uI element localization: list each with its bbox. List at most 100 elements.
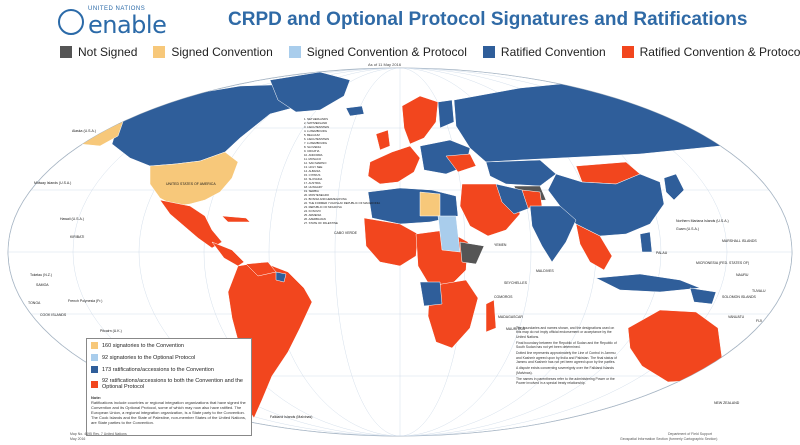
summary-text: 173 ratifications/accessions to the Conv… [102, 366, 214, 373]
summary-text: 92 signatories to the Optional Protocol [102, 354, 196, 361]
note-paragraph: The names in parentheses refer to the ad… [516, 376, 615, 386]
europe-list-item: 2. SWITZERLAND [304, 121, 327, 125]
legend-swatch [621, 46, 634, 58]
europe-list-item: 13. HOLY SEE [304, 165, 323, 169]
label-solomon: SOLOMON ISLANDS [722, 295, 757, 299]
legend-label: Not Signed [78, 45, 138, 59]
logo-enable-text: enable [88, 11, 167, 39]
footer-department: Department of Field Support [668, 432, 712, 436]
un-emblem-icon [58, 9, 84, 35]
summary-swatch [91, 366, 98, 373]
legend-item-ratified-convention-protocol: Ratified Convention & Protocol [621, 45, 800, 59]
europe-list-item: 18. HUNGARY [304, 185, 323, 189]
region-finland [437, 99, 455, 129]
europe-list-item: 5. BELGIUM [304, 133, 320, 137]
footer-section: Geospatial Information Section (formerly… [620, 437, 718, 441]
europe-list-item: 1. NETHERLANDS [304, 117, 328, 121]
region-sudan [437, 215, 461, 253]
logo-un-text: UNITED NATIONS [88, 6, 146, 12]
summary-text: 160 signatories to the Convention [102, 342, 184, 349]
europe-list-item: 15. CYPRUS [304, 173, 320, 177]
label-falkland: Falkland Islands (Malvinas) [270, 415, 312, 419]
europe-list-item: 22. THE FORMER YUGOSLAV REPUBLIC OF MACE… [304, 201, 380, 205]
region-madagascar [485, 299, 497, 333]
region-korea-japan [663, 173, 685, 201]
europe-list-item: 11. MONACO [304, 157, 322, 161]
label-alaska: Alaska (U.S.A.) [72, 129, 96, 133]
summary-row: 160 signatories to the Convention [91, 342, 247, 349]
legend-swatch [288, 46, 301, 58]
region-india [529, 205, 577, 263]
europe-list-item: 16. SLOVAKIA [304, 177, 322, 181]
region-philippines [639, 231, 653, 253]
region-ukraine [445, 153, 477, 173]
europe-list-item: 17. AUSTRIA [304, 181, 321, 185]
region-angola [419, 281, 443, 307]
footer-map-number: Map No. 4495 Rev. 7 United Nations [70, 432, 127, 436]
region-iran [495, 183, 531, 215]
summary-row: 173 ratifications/accessions to the Conv… [91, 366, 247, 373]
europe-list-item: 21. BOSNIA AND HERZEGOVINA [304, 197, 347, 201]
region-central-america [211, 241, 245, 267]
region-west-africa [363, 217, 419, 267]
summary-note-title: Note: [91, 395, 102, 400]
label-comoros: COMOROS [494, 295, 513, 299]
label-nz: NEW ZEALAND [714, 401, 740, 405]
as-of-date: As of 11 May 2016 [368, 62, 402, 67]
label-kiribati: KIRIBATI [70, 235, 84, 239]
label-cape-verde: CABO VERDE [334, 231, 358, 235]
summary-box: 160 signatories to the Convention 92 sig… [86, 338, 252, 436]
label-french-polynesia: French Polynesia (Fr.) [68, 299, 102, 303]
label-guam: Guam (U.S.A.) [676, 227, 699, 231]
europe-list-item: 25. ARMENIA [304, 213, 321, 217]
region-libya [419, 191, 441, 217]
region-greenland [269, 71, 351, 113]
map-notes: The boundaries and names shown, and the … [516, 326, 618, 386]
label-tonga: TONGA [28, 301, 41, 305]
europe-list-item: 24. KOSOVO [304, 209, 322, 213]
region-papua [689, 287, 717, 305]
label-tokelau: Tokelau (N.Z.) [30, 273, 52, 277]
legend-swatch [60, 46, 72, 58]
legend-item-signed-convention: Signed Convention [153, 45, 273, 59]
label-samoa: SAMOA [36, 283, 49, 287]
label-madagascar: MADAGASCAR [498, 315, 523, 319]
label-nauru: NAURU [736, 273, 749, 277]
legend-item-signed-convention-protocol: Signed Convention & Protocol [288, 45, 467, 59]
label-mariana: Northern Mariana Islands (U.S.A.) [676, 219, 729, 223]
legend: Not Signed Signed Convention Signed Conv… [60, 44, 800, 60]
region-uk [375, 129, 391, 151]
europe-list-item: 7. LUXEMBOURG [304, 141, 327, 145]
header: UNITED NATIONS enable CRPD and Optional … [0, 0, 800, 42]
region-scandinavia [401, 95, 439, 145]
label-vanuatu: VANUATU [728, 315, 745, 319]
europe-list-item: 10. ANDORRA [304, 153, 323, 157]
legend-item-not-signed: Not Signed [60, 45, 137, 59]
summary-row: 92 signatories to the Optional Protocol [91, 354, 247, 361]
note-paragraph: Dotted line represents approximately the… [516, 351, 617, 365]
europe-list-item: 20. MONTENEGRO [304, 193, 330, 197]
label-usa: UNITED STATES OF AMERICA [166, 182, 216, 186]
label-palau: PALAU [656, 251, 668, 255]
region-guyana [275, 271, 287, 283]
summary-swatch [91, 354, 98, 361]
europe-list-item: 23. REPUBLIC OF MOLDOVA [304, 205, 342, 209]
summary-row: 92 ratifications/accessions to both the … [91, 378, 247, 390]
region-southeast-asia [575, 223, 613, 271]
note-paragraph: The boundaries and names shown, and the … [516, 326, 615, 339]
legend-swatch [482, 46, 495, 58]
legend-item-ratified-convention: Ratified Convention [482, 45, 606, 59]
europe-list-item: 12. SAN MARINO [304, 161, 327, 165]
region-horn-africa [459, 241, 485, 265]
europe-list-item: 6. LIECHTENSTEIN [304, 137, 329, 141]
map-title: CRPD and Optional Protocol Signatures an… [228, 9, 748, 30]
label-maldives: MALDIVES [536, 269, 554, 273]
legend-label: Ratified Convention [500, 45, 606, 59]
label-fsm: MICRONESIA (FED. STATES OF) [696, 261, 749, 265]
label-pitcairn: Pitcairn (U.K.) [100, 329, 122, 333]
summary-text: 92 ratifications/accessions to both the … [102, 378, 243, 390]
summary-swatch [91, 342, 98, 349]
label-fiji: FIJI [756, 319, 762, 323]
europe-list-item: 8. SLOVENIA [304, 145, 321, 149]
europe-list-item: 19. SERBIA [304, 189, 319, 193]
